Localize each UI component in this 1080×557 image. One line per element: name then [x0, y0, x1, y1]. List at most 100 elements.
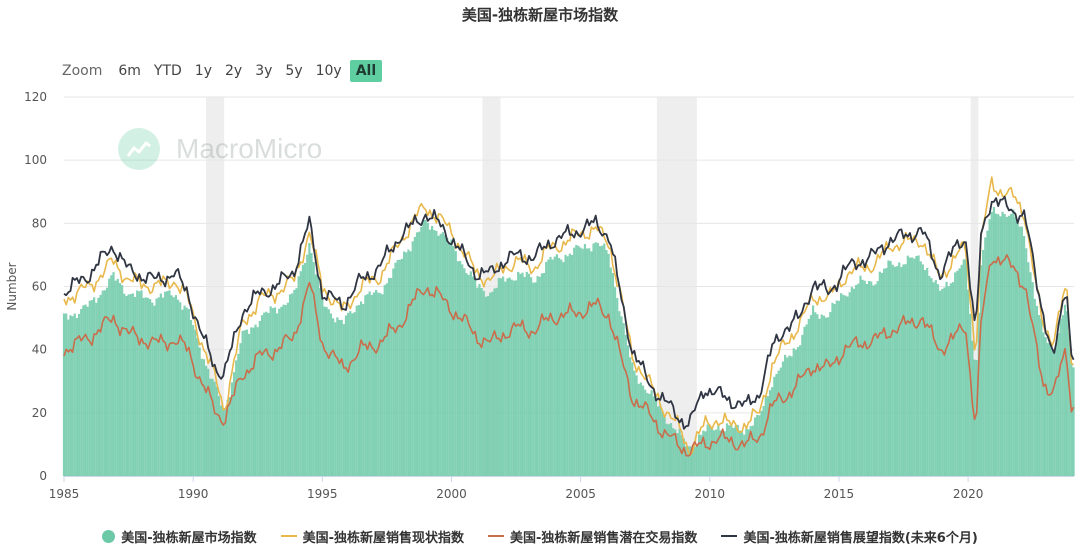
hmi-bar: [319, 288, 322, 476]
hmi-bar: [941, 288, 944, 476]
hmi-bar: [687, 446, 690, 476]
range-button-2y[interactable]: 2y: [225, 63, 243, 79]
hmi-bar: [1061, 315, 1064, 476]
hmi-bar: [923, 270, 927, 476]
hmi-bar: [796, 347, 800, 476]
hmi-bar: [258, 320, 261, 476]
hmi-bar: [639, 382, 642, 476]
hmi-bar: [594, 242, 597, 476]
hmi-bar: [495, 287, 498, 476]
hmi-bar: [547, 259, 550, 476]
hmi-bar: [90, 300, 94, 476]
hmi-bar: [502, 276, 505, 476]
range-button-5y[interactable]: 5y: [285, 63, 303, 79]
hmi-bar: [939, 290, 942, 476]
hmi-bar: [573, 247, 576, 476]
hmi-bar: [170, 295, 173, 476]
y-tick-label: 0: [39, 469, 47, 483]
range-selector: Zoom 6m YTD 1y 2y 3y 5y 10y All: [58, 58, 385, 84]
hmi-bar: [433, 230, 436, 476]
hmi-bar: [990, 211, 993, 476]
hmi-bar: [77, 313, 81, 476]
hmi-bar: [527, 273, 531, 476]
hmi-bar: [934, 280, 937, 476]
hmi-bar: [969, 313, 972, 476]
hmi-bar: [540, 273, 543, 476]
hmi-bar: [693, 446, 696, 476]
hmi-bar: [536, 276, 539, 476]
hmi-bar: [697, 434, 701, 476]
hmi-bar: [906, 255, 909, 476]
hmi-bar: [364, 295, 367, 476]
hmi-bar: [730, 425, 733, 476]
hmi-bar: [665, 423, 668, 476]
hmi-bar: [482, 290, 485, 476]
hmi-bar: [293, 289, 296, 476]
hmi-bar: [181, 309, 184, 476]
hmi-bar: [603, 243, 606, 476]
hmi-bar: [405, 252, 408, 476]
range-button-3y[interactable]: 3y: [255, 63, 273, 79]
legend-item-hmi[interactable]: 美国-独栋新屋市场指数: [102, 527, 257, 546]
legend-item-prospective-traffic[interactable]: 美国-独栋新屋销售潜在交易指数: [488, 527, 697, 546]
hmi-bar: [428, 229, 432, 476]
hmi-bar: [297, 276, 300, 476]
hmi-bar: [960, 264, 963, 476]
hmi-bar: [1042, 332, 1045, 476]
range-button-all[interactable]: All: [349, 60, 383, 82]
hmi-bar: [185, 307, 188, 476]
hmi-bar: [250, 327, 253, 476]
hmi-bar: [1070, 362, 1073, 476]
hmi-bar: [635, 375, 638, 476]
hmi-bar: [889, 261, 892, 476]
range-button-1y[interactable]: 1y: [194, 63, 212, 79]
hmi-bar: [624, 334, 627, 476]
hmi-bar: [390, 277, 393, 476]
hmi-bar: [1055, 342, 1058, 476]
hmi-bar: [519, 273, 522, 476]
hmi-bar: [446, 237, 449, 476]
hmi-bar: [872, 285, 875, 476]
hmi-bar: [525, 271, 528, 476]
hmi-bar: [521, 272, 524, 476]
hmi-bar: [542, 272, 546, 476]
hmi-bar: [751, 425, 754, 476]
legend-item-future-sales[interactable]: 美国-独栋新屋销售展望指数(未来6个月): [721, 527, 978, 546]
hmi-bar: [792, 348, 795, 476]
hmi-bar: [831, 302, 834, 476]
hmi-bar: [114, 280, 117, 476]
hmi-bar: [689, 446, 692, 476]
hmi-bar: [269, 306, 272, 476]
hmi-bar: [672, 428, 675, 476]
hmi-bar: [452, 246, 455, 476]
hmi-bar: [161, 297, 165, 476]
hmi-bar: [895, 266, 899, 476]
y-tick-label: 60: [32, 280, 47, 294]
hmi-bar: [65, 313, 68, 476]
hmi-bar: [1048, 343, 1051, 476]
range-button-10y[interactable]: 10y: [315, 63, 342, 79]
range-button-ytd[interactable]: YTD: [153, 63, 182, 79]
hmi-bar: [702, 430, 705, 476]
hmi-bar: [215, 386, 218, 476]
hmi-bar: [88, 300, 91, 476]
hmi-bar: [105, 287, 109, 476]
range-button-6m[interactable]: 6m: [118, 63, 141, 79]
hmi-bar: [613, 287, 617, 476]
hmi-bar: [988, 219, 991, 476]
hmi-bar: [1005, 216, 1008, 476]
hmi-bar: [99, 294, 102, 476]
hmi-bar: [245, 329, 249, 476]
hmi-bar: [467, 274, 470, 476]
hmi-bar: [607, 253, 610, 476]
hmi-bar: [915, 255, 918, 476]
legend-dot-icon: [102, 529, 116, 543]
hmi-bar: [549, 256, 552, 476]
hmi-bar: [885, 268, 888, 476]
hmi-bar: [680, 435, 683, 476]
hmi-bar: [403, 251, 406, 476]
hmi-bar: [663, 417, 666, 476]
hmi-bar: [590, 251, 593, 476]
legend-item-present-sales[interactable]: 美国-独栋新屋销售现状指数: [280, 527, 464, 546]
hmi-bar: [835, 300, 838, 476]
